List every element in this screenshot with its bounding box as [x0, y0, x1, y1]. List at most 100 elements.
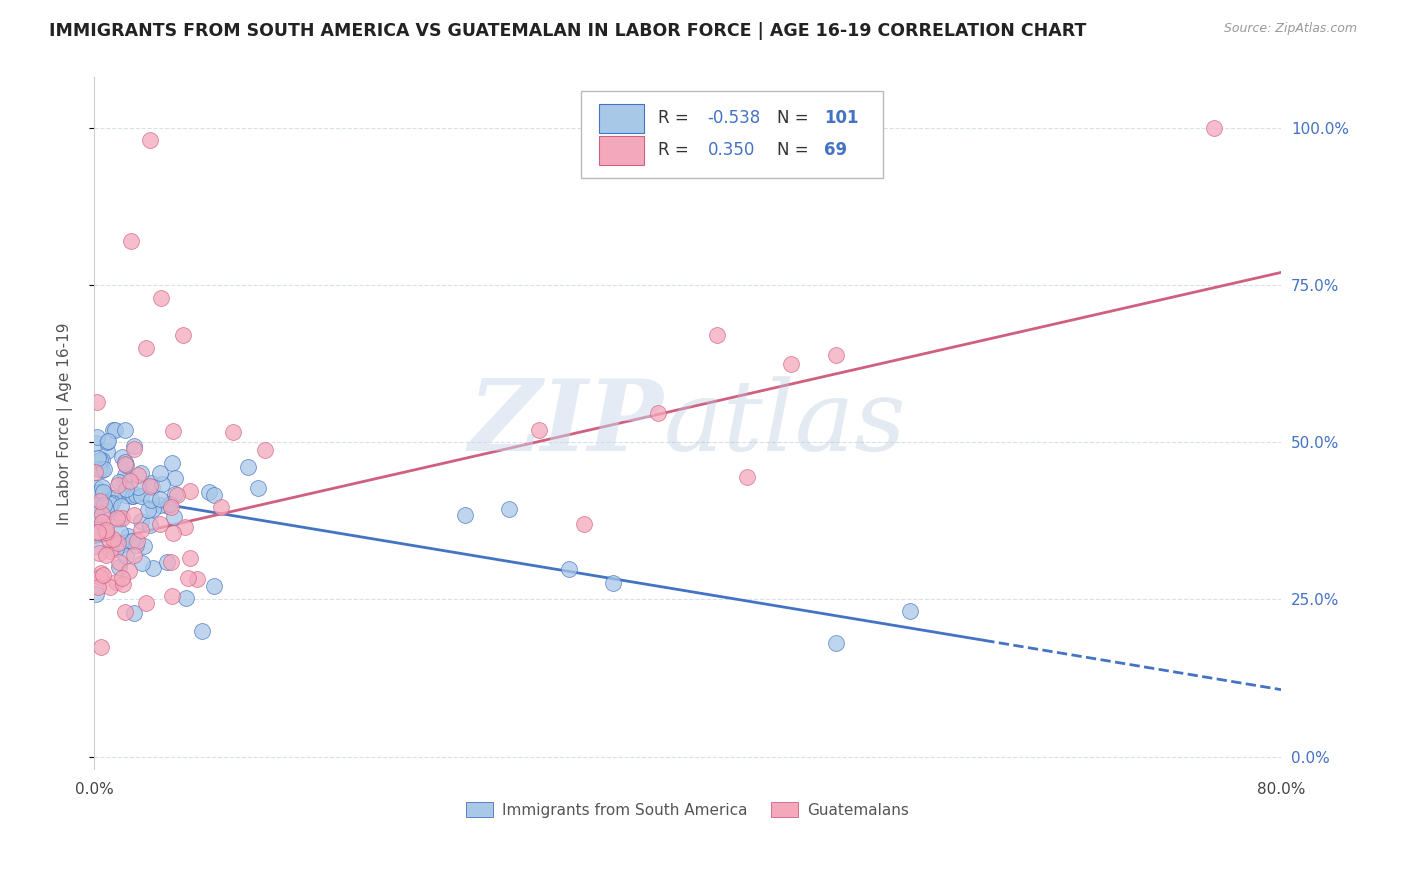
Point	[647, 406, 669, 420]
Point	[139, 493, 162, 508]
Point	[163, 509, 186, 524]
Point	[120, 474, 142, 488]
Point	[202, 488, 225, 502]
Point	[160, 500, 183, 514]
Point	[91, 507, 114, 521]
Point	[87, 451, 110, 466]
Point	[103, 491, 125, 506]
Point	[222, 425, 245, 439]
Point	[86, 499, 108, 513]
Point	[96, 489, 118, 503]
Point	[166, 488, 188, 502]
Point	[105, 510, 128, 524]
Point	[114, 605, 136, 619]
Point	[454, 508, 477, 522]
Point	[91, 567, 114, 582]
Point	[179, 483, 201, 498]
Point	[108, 525, 131, 540]
FancyBboxPatch shape	[599, 103, 644, 133]
Point	[139, 479, 162, 493]
Point	[122, 607, 145, 621]
Point	[159, 555, 181, 569]
Point	[129, 489, 152, 503]
Text: atlas: atlas	[664, 376, 907, 471]
Point	[86, 580, 108, 594]
Point	[84, 524, 107, 539]
Point	[115, 549, 138, 563]
Point	[94, 524, 117, 538]
Point	[84, 481, 107, 495]
Point	[527, 423, 550, 437]
Point	[141, 480, 163, 494]
Point	[253, 443, 276, 458]
Point	[112, 474, 135, 488]
Point	[142, 502, 165, 516]
Point	[121, 534, 143, 549]
Point	[780, 357, 803, 371]
Point	[86, 512, 108, 526]
Point	[149, 492, 172, 507]
Point	[114, 467, 136, 482]
Point	[90, 515, 112, 529]
Point	[108, 560, 131, 574]
Point	[96, 526, 118, 541]
Point	[108, 475, 131, 490]
Point	[91, 452, 114, 467]
Point	[105, 541, 128, 556]
Point	[98, 544, 121, 558]
Point	[89, 546, 111, 560]
Point	[86, 486, 108, 500]
Point	[735, 469, 758, 483]
Point	[160, 456, 183, 470]
Point	[139, 133, 162, 147]
Point	[162, 526, 184, 541]
Point	[825, 636, 848, 650]
Point	[135, 596, 157, 610]
Point	[104, 540, 127, 554]
Point	[706, 327, 728, 342]
Point	[114, 423, 136, 437]
Point	[93, 462, 115, 476]
Point	[112, 536, 135, 550]
Point	[86, 395, 108, 409]
Point	[111, 450, 134, 464]
Point	[86, 524, 108, 539]
Point	[98, 497, 121, 511]
Point	[90, 566, 112, 580]
Point	[107, 536, 129, 550]
Point	[114, 455, 136, 469]
Point	[118, 564, 141, 578]
Point	[84, 510, 107, 524]
Text: N =: N =	[776, 141, 814, 159]
Point	[558, 561, 581, 575]
Point	[157, 499, 180, 513]
Point	[108, 555, 131, 569]
Point	[162, 424, 184, 438]
Point	[129, 514, 152, 528]
Point	[135, 341, 157, 355]
Point	[159, 497, 181, 511]
Point	[1204, 120, 1226, 135]
Point	[86, 430, 108, 444]
Text: R =: R =	[658, 109, 695, 128]
Point	[150, 477, 173, 491]
Point	[96, 434, 118, 449]
Point	[498, 501, 520, 516]
Point	[177, 571, 200, 585]
Point	[115, 458, 138, 473]
Point	[238, 460, 260, 475]
Point	[94, 503, 117, 517]
Point	[191, 624, 214, 639]
Point	[172, 328, 194, 343]
Point	[101, 496, 124, 510]
Point	[86, 504, 108, 518]
Point	[149, 498, 172, 512]
Point	[89, 491, 111, 505]
Point	[98, 532, 121, 546]
Text: Source: ZipAtlas.com: Source: ZipAtlas.com	[1223, 22, 1357, 36]
Point	[104, 423, 127, 437]
Point	[209, 500, 232, 515]
Point	[155, 555, 177, 569]
Point	[105, 574, 128, 589]
Point	[84, 540, 107, 554]
